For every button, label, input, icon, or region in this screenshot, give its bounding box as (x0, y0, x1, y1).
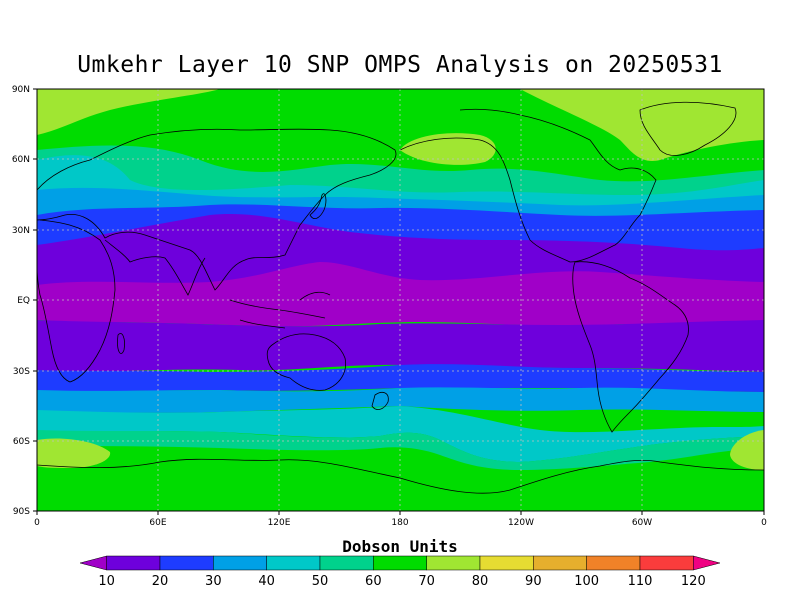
patch-south-70-80-east (730, 430, 764, 470)
colorbar-swatch (373, 555, 427, 571)
colorbar-tick-label: 110 (628, 574, 653, 589)
colorbar-tick-label: 30 (205, 574, 222, 589)
coast-eurasia (37, 128, 397, 291)
colorbar-tick-label: 70 (418, 574, 435, 589)
lat-label: 30N (12, 226, 30, 236)
band-core-0-10 (37, 262, 764, 330)
coast-greenland (639, 101, 737, 156)
colorbar-swatch (426, 555, 481, 571)
colorbar-tick-label: 40 (258, 574, 275, 589)
colorbar-tick-label: 120 (681, 574, 706, 589)
colorbar-swatch (319, 555, 374, 571)
colorbar-swatch (479, 555, 534, 571)
lat-label: 30S (13, 367, 30, 377)
colorbar-swatch (159, 555, 214, 571)
colorbar-swatch (266, 555, 321, 571)
lon-label: 60E (149, 518, 166, 528)
colorbar-swatch (106, 555, 161, 571)
coast-africa (37, 219, 116, 383)
graticule (37, 89, 764, 511)
colorbar-tick-label: 10 (98, 574, 115, 589)
colorbar-tick-label: 80 (472, 574, 489, 589)
lon-label: 60W (632, 518, 652, 528)
band-south-10-20 (37, 320, 764, 372)
lon-label: 180 (391, 518, 408, 528)
colorbar-tick-label: 100 (574, 574, 599, 589)
lon-label: 0 (34, 518, 40, 528)
coast-south-america (572, 261, 689, 433)
coast-madagascar (117, 333, 125, 354)
colorbar-tick-label: 90 (525, 574, 542, 589)
coast-india (104, 239, 206, 296)
axis-ticks (33, 88, 765, 515)
coast-north-america (399, 108, 657, 263)
colorbar-tick-label: 50 (312, 574, 329, 589)
colorbar-high-arrow (693, 555, 721, 571)
ozone-field (37, 89, 764, 511)
lat-label: 90N (12, 85, 30, 95)
lon-label: 120W (508, 518, 534, 528)
colorbar-title: Dobson Units (342, 537, 458, 556)
lat-label: 60S (13, 437, 30, 447)
longitude-labels: 0 60E 120E 180 120W 60W 0 (34, 518, 767, 528)
lat-label: 60N (12, 155, 30, 165)
colorbar-low-arrow (79, 555, 107, 571)
patch-north-70-80-pacific (400, 133, 496, 165)
colorbar-tick-label: 60 (365, 574, 382, 589)
lat-label: EQ (17, 296, 30, 306)
colorbar-swatch (586, 555, 641, 571)
coast-japan (309, 193, 327, 219)
coast-indonesia (229, 291, 331, 329)
colorbar-swatch (533, 555, 587, 571)
colorbar: 10 20 30 40 50 60 70 80 90 100 110 120 (79, 555, 721, 589)
coast-new-zealand (371, 391, 389, 410)
colorbar-swatch (213, 555, 267, 571)
colorbar-tick-label: 20 (152, 574, 169, 589)
band-south-50-60 (37, 430, 764, 470)
latitude-labels: 90N 60N 30N EQ 30S 60S 90S (12, 85, 30, 517)
band-south-30-40 (37, 387, 764, 413)
patch-north-70-80-west (37, 89, 220, 135)
map-title: Umkehr Layer 10 SNP OMPS Analysis on 202… (77, 52, 723, 78)
coastlines (37, 101, 764, 494)
colorbar-swatch (639, 555, 694, 571)
patch-south-70-80-west (37, 438, 111, 468)
lat-label: 90S (13, 507, 30, 517)
coast-antarctica (37, 458, 764, 494)
lon-label: 120E (268, 518, 291, 528)
coast-australia (266, 333, 347, 391)
lon-label: 0 (761, 518, 767, 528)
band-south-40-50 (37, 406, 764, 462)
